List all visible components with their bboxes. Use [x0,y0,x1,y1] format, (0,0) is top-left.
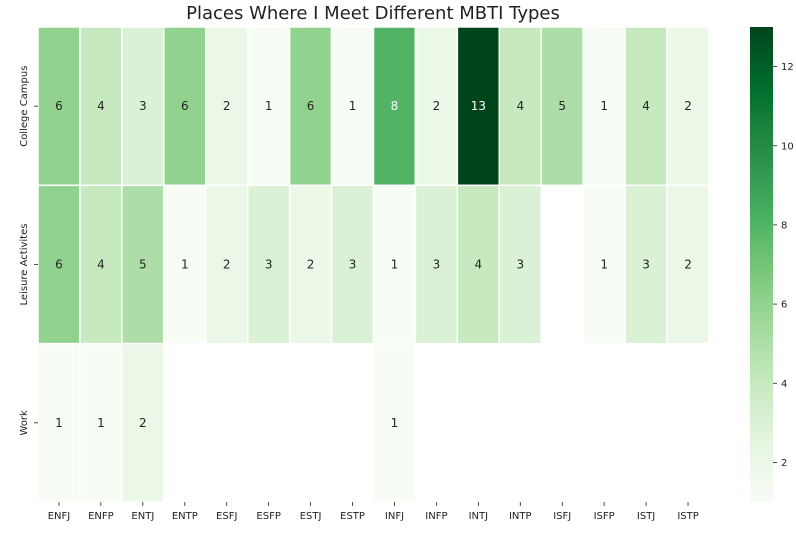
heatmap-cell [582,26,626,187]
cell-value-label: 2 [223,99,231,113]
colorbar-tick-label: 12 [781,62,794,73]
heatmap-cell [666,184,710,345]
heatmap-cell [79,184,123,345]
cell-value-label: 2 [139,416,147,430]
heatmap-cells [37,26,710,503]
cell-value-label: 2 [433,99,441,113]
heatmap-cell [666,26,710,187]
cell-value-label: 4 [97,258,105,272]
x-tick-label: ISTP [677,511,698,522]
cell-value-label: 5 [558,99,566,113]
cell-value-label: 3 [516,258,524,272]
x-tick-label: INFJ [385,511,404,522]
colorbar-tick-label: 6 [781,300,787,311]
heatmap-cell [121,184,165,345]
cell-value-label: 4 [642,99,650,113]
heatmap-cell [498,184,542,345]
cell-value-label: 2 [684,258,692,272]
cell-value-label: 1 [600,258,608,272]
x-tick-label: INTJ [469,511,489,522]
cell-value-label: 1 [97,416,105,430]
x-tick-label: ENTJ [131,511,154,522]
heatmap-cell [330,26,375,187]
heatmap-cell [37,26,81,187]
cell-value-label: 1 [349,99,357,113]
x-tick-label: INTP [509,511,532,522]
x-tick-label: ISFP [594,511,615,522]
colorbar-tick-label: 2 [781,458,787,469]
cell-value-label: 13 [471,99,486,113]
heatmap-cell [205,184,249,345]
x-tick-label: ISFJ [553,511,571,522]
heatmap-cell [246,26,291,187]
cell-value-label: 4 [516,99,524,113]
y-axis-ticks: College Campus Leisure Activites Work [19,66,38,436]
cell-value-labels: 6 4 3 6 2 1 6 1 8 2 13 4 5 1 4 26 4 5 1 2 3 2 3 1 3 4 3 1 3 21 1 2 1 [55,99,692,430]
x-tick-label: ENTP [172,511,198,522]
cell-value-label: 2 [684,99,692,113]
heatmap-cell [582,184,626,345]
x-tick-label: ENFJ [48,511,71,522]
heatmap-cell [288,184,333,345]
cell-value-label: 1 [391,258,399,272]
x-axis-ticks: ENFJ ENFP ENTJ ENTP ESFJ ESFP ESTJ ESTP INFJ INFP… [48,502,699,522]
cell-value-label: 6 [55,258,63,272]
colorbar-tick-label: 8 [781,220,787,231]
cell-value-label: 1 [181,258,189,272]
cell-value-label: 6 [307,99,315,113]
x-tick-label: ESFP [256,511,280,522]
x-tick-label: INFP [425,511,447,522]
cell-value-label: 4 [97,99,105,113]
x-tick-label: ESFJ [216,511,237,522]
colorbar: 2 4 6 8 10 12 [750,27,794,502]
heatmap-cell [456,184,501,345]
cell-value-label: 5 [139,258,147,272]
cell-value-label: 3 [349,258,357,272]
x-tick-label: ESTP [340,511,365,522]
x-tick-label: ENFP [88,511,114,522]
cell-value-label: 1 [55,416,63,430]
heatmap-cell [246,184,291,345]
cell-value-label: 6 [181,99,189,113]
cell-value-label: 2 [307,258,315,272]
x-tick-label: ESTJ [300,511,322,522]
y-tick-label: Work [19,410,30,436]
cell-value-label: 6 [55,99,63,113]
cell-value-label: 3 [433,258,441,272]
cell-value-label: 3 [265,258,273,272]
x-tick-label: ISTJ [637,511,655,522]
heatmap-cell [163,184,207,345]
heatmap-cell [540,26,584,187]
cell-value-label: 1 [391,416,399,430]
colorbar-scale [750,27,773,502]
cell-value-label: 3 [139,99,147,113]
cell-value-label: 1 [265,99,273,113]
cell-value-label: 2 [223,258,231,272]
cell-value-label: 8 [391,99,399,113]
chart-title: Places Where I Meet Different MBTI Types [186,3,560,24]
colorbar-tick-label: 4 [781,379,787,390]
cell-value-label: 3 [642,258,650,272]
y-tick-label: College Campus [19,66,30,147]
cell-value-label: 4 [475,258,483,272]
colorbar-tick-label: 10 [781,141,794,152]
cell-value-label: 1 [600,99,608,113]
heatmap-cell [414,26,459,187]
heatmap-cell [79,26,123,187]
y-tick-label: Leisure Activites [19,224,30,306]
heatmap-cell [498,26,542,187]
